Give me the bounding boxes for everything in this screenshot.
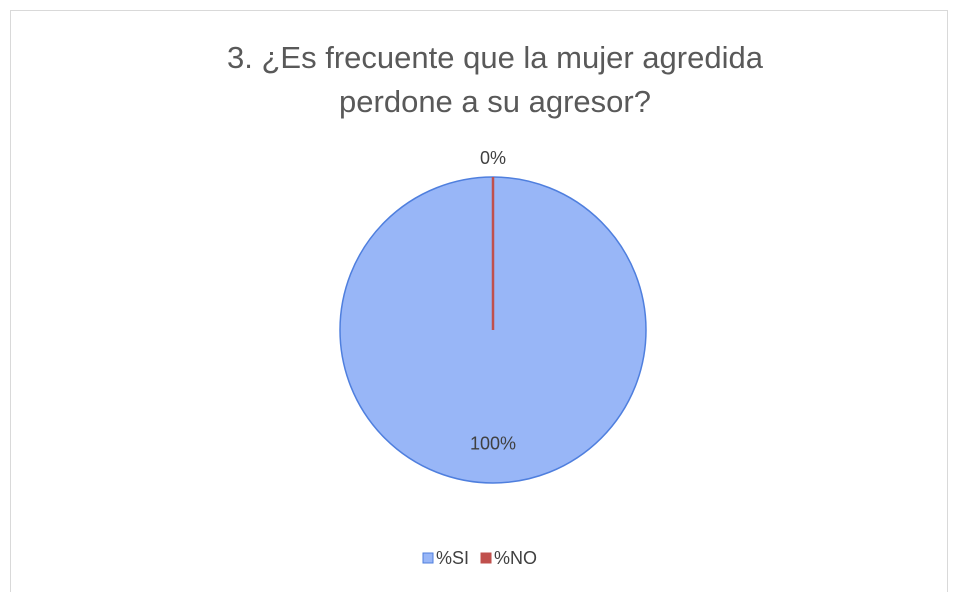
data-label: 0% — [480, 148, 506, 168]
chart-title: 3. ¿Es frecuente que la mujer agredida p… — [227, 40, 763, 119]
legend-swatch — [480, 552, 492, 564]
legend-swatch — [422, 552, 434, 564]
legend-label: %NO — [494, 548, 537, 568]
data-label: 100% — [470, 434, 516, 454]
chart-frame — [10, 10, 948, 592]
legend-label: %SI — [436, 548, 469, 568]
